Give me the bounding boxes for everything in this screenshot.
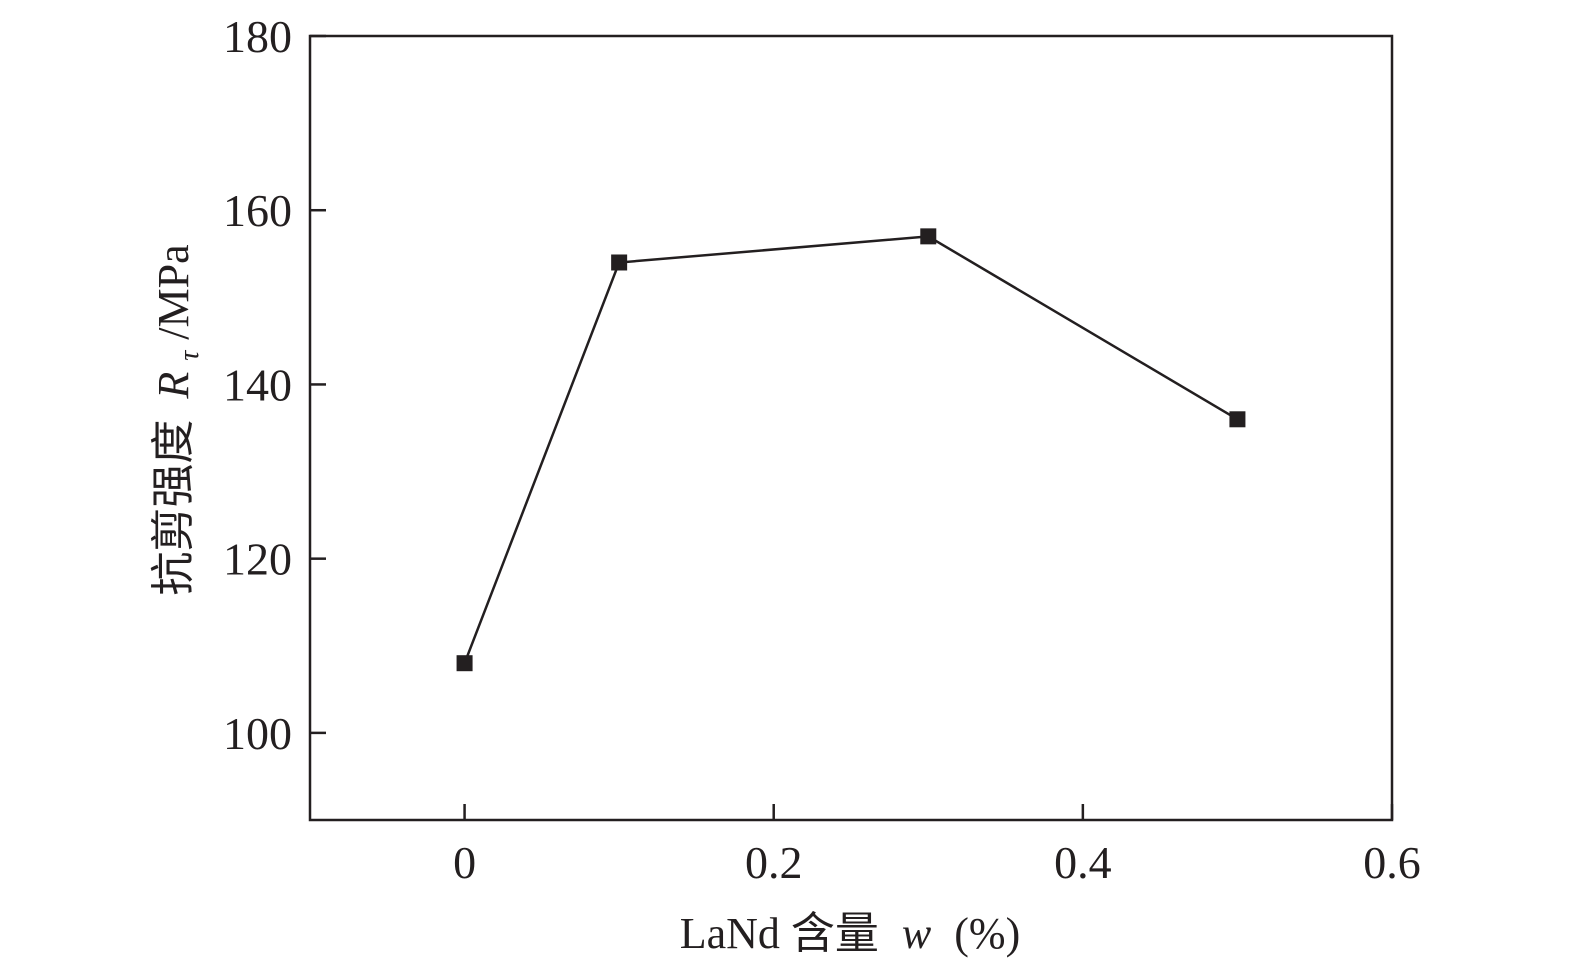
y-tick-label: 140 (223, 359, 292, 410)
data-point-marker (611, 254, 628, 271)
y-tick-label: 100 (223, 708, 292, 759)
y-tick-label: 180 (223, 11, 292, 62)
x-axis-title-variable: w (902, 909, 932, 958)
plot-frame (308, 34, 1394, 822)
y-tick-label: 120 (223, 534, 292, 585)
data-point-marker (456, 655, 473, 672)
series-line (463, 235, 1239, 664)
data-point-marker (920, 228, 937, 245)
x-tick-label: 0.6 (1363, 837, 1421, 888)
series-layer (456, 228, 1246, 672)
x-axis-title-text: LaNd 含量 (680, 909, 879, 958)
x-tick-label: 0.4 (1054, 837, 1112, 888)
y-axis-title-unit: /MPa (149, 244, 198, 339)
y-tick-label: 160 (223, 185, 292, 236)
y-axis-title-variable: R (149, 372, 198, 400)
x-axis-title: LaNd 含量 w (%) (680, 909, 1021, 958)
plot-frame-layer (308, 34, 1394, 822)
y-axis-title: 抗剪强度 R τ /MPa (149, 244, 208, 595)
y-axis-title-subscript: τ (174, 350, 205, 361)
ticks-layer: 100 120 140 160 180 0 0.2 0.4 0.6 (223, 11, 1421, 888)
x-tick-label: 0 (453, 837, 476, 888)
data-point-marker (1229, 411, 1246, 428)
y-axis-title-text: 抗剪强度 (149, 420, 198, 596)
x-axis-title-unit: (%) (954, 909, 1020, 958)
x-tick-label: 0.2 (745, 837, 803, 888)
